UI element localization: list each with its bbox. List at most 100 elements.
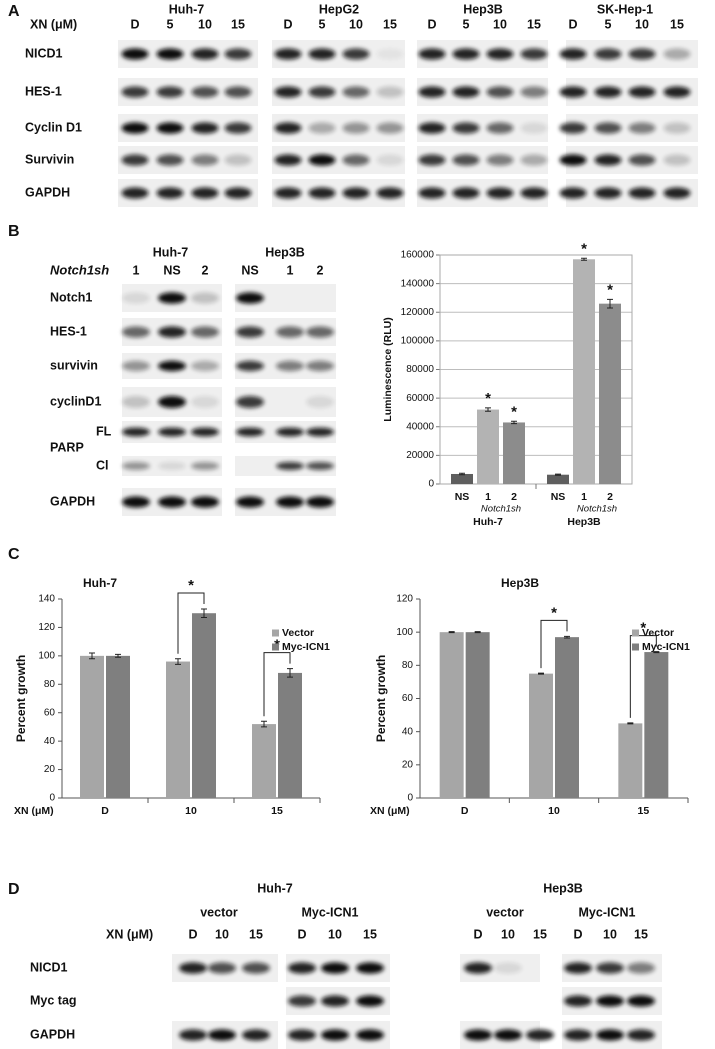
blot-band <box>276 462 304 470</box>
y-tick-label: 140000 <box>401 278 435 289</box>
y-tick-label: 20 <box>44 764 56 775</box>
blot-band <box>121 154 149 166</box>
lane-label: 2 <box>202 263 209 277</box>
blot-band <box>452 86 480 98</box>
error-bar <box>474 631 481 634</box>
blot-band <box>121 86 149 98</box>
bar <box>547 474 569 484</box>
blot-band <box>242 1029 270 1041</box>
blot-band <box>156 48 184 60</box>
blot-band <box>452 154 480 166</box>
blot-band <box>418 48 446 60</box>
blot-band <box>596 995 624 1007</box>
group-sublabel: Notch1sh <box>481 504 521 515</box>
blot-band <box>663 122 691 134</box>
blot-band <box>418 154 446 166</box>
blot-band <box>342 122 370 134</box>
treatment-label: XN (μM) <box>106 927 153 941</box>
bar <box>555 637 579 798</box>
error-bar <box>581 257 587 261</box>
blot-band <box>122 326 150 338</box>
blot-band <box>564 995 592 1007</box>
y-tick-label: 100 <box>38 650 55 661</box>
parp-form-label: FL <box>96 424 112 438</box>
blot-band <box>321 1029 349 1041</box>
error-bar <box>287 668 293 678</box>
blot-band <box>158 462 186 470</box>
blot-band <box>224 154 252 166</box>
error-bar <box>115 653 121 658</box>
blot-band <box>308 122 336 134</box>
group-sublabel: Notch1sh <box>577 504 617 515</box>
lane-label: D <box>473 927 482 941</box>
blot-band <box>559 122 587 134</box>
blot-band <box>121 122 149 134</box>
blot-band <box>520 86 548 98</box>
bar <box>451 473 473 484</box>
blot-band <box>559 48 587 60</box>
blot-band <box>486 187 514 199</box>
lane-label: D <box>130 17 139 31</box>
blot-band <box>464 1029 492 1041</box>
significance-marker: * <box>581 240 587 257</box>
error-bar <box>627 722 634 725</box>
blot-band <box>628 154 656 166</box>
row-label: GAPDH <box>30 1027 75 1041</box>
blot-band <box>121 48 149 60</box>
lane-label: D <box>283 17 292 31</box>
group-label: vector <box>486 905 524 919</box>
bar <box>573 259 595 484</box>
lane-label: D <box>297 927 306 941</box>
y-axis-label: Percent growth <box>374 655 388 742</box>
row-label: HES-1 <box>50 324 87 338</box>
blot-band <box>627 962 655 974</box>
blot-band <box>564 1029 592 1041</box>
lane-label: 15 <box>634 927 648 941</box>
y-tick-label: 0 <box>407 793 413 804</box>
lane-label: 15 <box>383 17 397 31</box>
y-tick-label: 40000 <box>406 421 434 432</box>
panel-label: B <box>8 223 20 240</box>
x-tick-label: NS <box>551 491 566 503</box>
y-tick-label: 20000 <box>406 450 434 461</box>
x-tick-label: 15 <box>637 805 649 817</box>
lane-label: 2 <box>317 263 324 277</box>
legend-label: Vector <box>642 627 674 639</box>
error-bar <box>538 672 544 675</box>
blot-band <box>663 86 691 98</box>
blot-band <box>156 86 184 98</box>
blot-band <box>564 962 592 974</box>
lane-label: 15 <box>670 17 684 31</box>
blot-band <box>663 48 691 60</box>
error-bar <box>261 720 267 728</box>
parp-form-label: Cl <box>96 458 109 472</box>
blot-band <box>418 122 446 134</box>
blot-band <box>306 360 334 372</box>
y-tick-label: 40 <box>44 736 56 747</box>
y-tick-label: 120 <box>38 622 55 633</box>
blot-band <box>191 292 219 304</box>
cell-line-label: Huh-7 <box>169 2 204 16</box>
lane-label: D <box>568 17 577 31</box>
blot-band <box>158 326 186 338</box>
blot-band <box>191 86 219 98</box>
knockdown-label: Notch1sh <box>50 262 109 277</box>
row-label: NICD1 <box>25 46 63 60</box>
error-bar <box>564 635 570 639</box>
blot-band <box>191 187 219 199</box>
row-label: Survivin <box>25 152 74 166</box>
blot-band <box>122 462 150 470</box>
blot-band <box>464 962 492 974</box>
blot-band <box>321 995 349 1007</box>
blot-band <box>627 995 655 1007</box>
lane-label: NS <box>241 263 258 277</box>
blot-band <box>452 187 480 199</box>
blot-band <box>594 154 622 166</box>
x-tick-label: 15 <box>271 805 283 817</box>
blot-band <box>627 1029 655 1041</box>
blot-band <box>156 122 184 134</box>
blot-band <box>356 962 384 974</box>
blot-band <box>224 187 252 199</box>
bar <box>106 655 130 798</box>
y-tick-label: 0 <box>428 479 434 490</box>
